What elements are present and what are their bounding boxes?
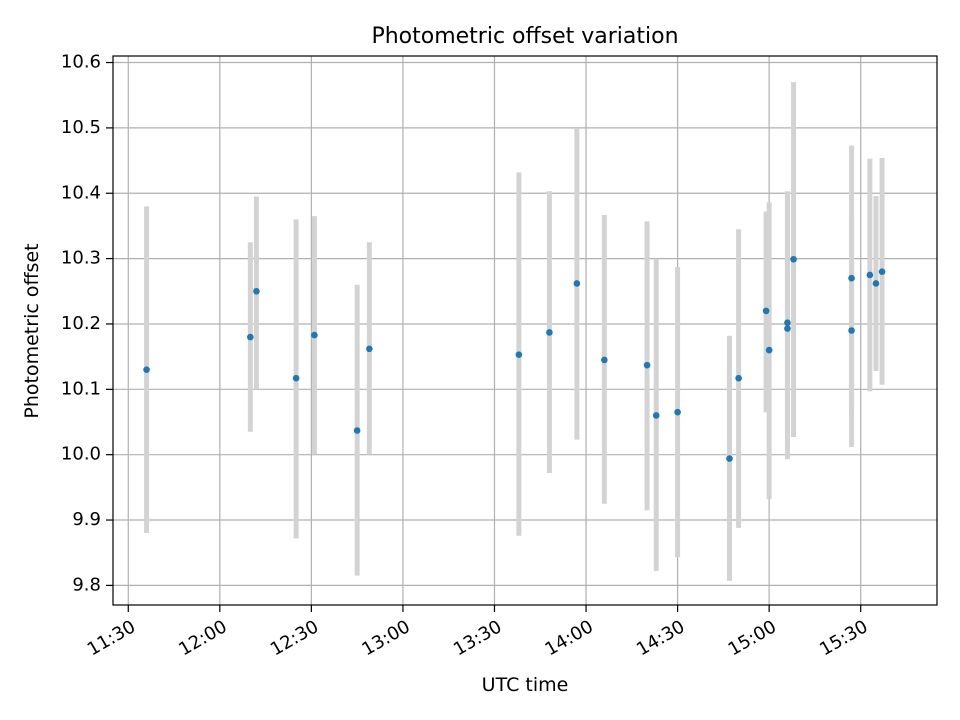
data-point: [143, 366, 150, 374]
y-tick-label: 10.6: [61, 52, 101, 73]
y-tick-label: 10.0: [61, 444, 101, 465]
data-points: [143, 255, 886, 462]
data-point: [311, 331, 318, 339]
y-tick-label: 10.5: [61, 117, 101, 138]
y-tick-label: 10.3: [61, 248, 101, 269]
data-point: [726, 455, 733, 462]
data-point: [878, 268, 886, 275]
data-point: [872, 280, 880, 287]
data-point: [515, 351, 523, 358]
data-point: [784, 325, 791, 332]
data-point: [790, 255, 797, 263]
data-point: [866, 271, 874, 279]
data-point: [253, 287, 260, 295]
y-tick-label: 10.2: [61, 313, 101, 334]
data-point: [366, 345, 373, 353]
data-point: [848, 274, 855, 282]
data-point: [573, 280, 581, 287]
y-tick-label: 10.4: [61, 182, 101, 203]
y-tick-label: 10.1: [61, 378, 101, 399]
data-point: [735, 374, 742, 382]
data-point: [674, 408, 681, 416]
data-point: [292, 374, 300, 382]
data-point: [784, 319, 791, 326]
y-tick-label: 9.8: [72, 574, 101, 595]
y-axis-title: Photometric offset: [21, 243, 43, 418]
data-point: [762, 307, 770, 315]
data-point: [247, 333, 254, 341]
data-point: [546, 329, 553, 336]
data-point: [652, 412, 660, 419]
chart-title: Photometric offset variation: [371, 24, 678, 49]
data-point: [601, 356, 608, 364]
y-axis: 9.8 9.9 10.0 10.1 10.2 10.3 10.4 10.5 10.6: [61, 52, 113, 595]
grid-lines: [113, 56, 937, 605]
data-point: [643, 361, 651, 369]
data-point: [353, 427, 361, 434]
y-tick-label: 9.9: [72, 509, 101, 530]
x-axis-title: UTC time: [482, 674, 569, 696]
data-point: [848, 327, 855, 334]
data-point: [765, 346, 773, 354]
plot-area-frame: [112, 55, 938, 606]
